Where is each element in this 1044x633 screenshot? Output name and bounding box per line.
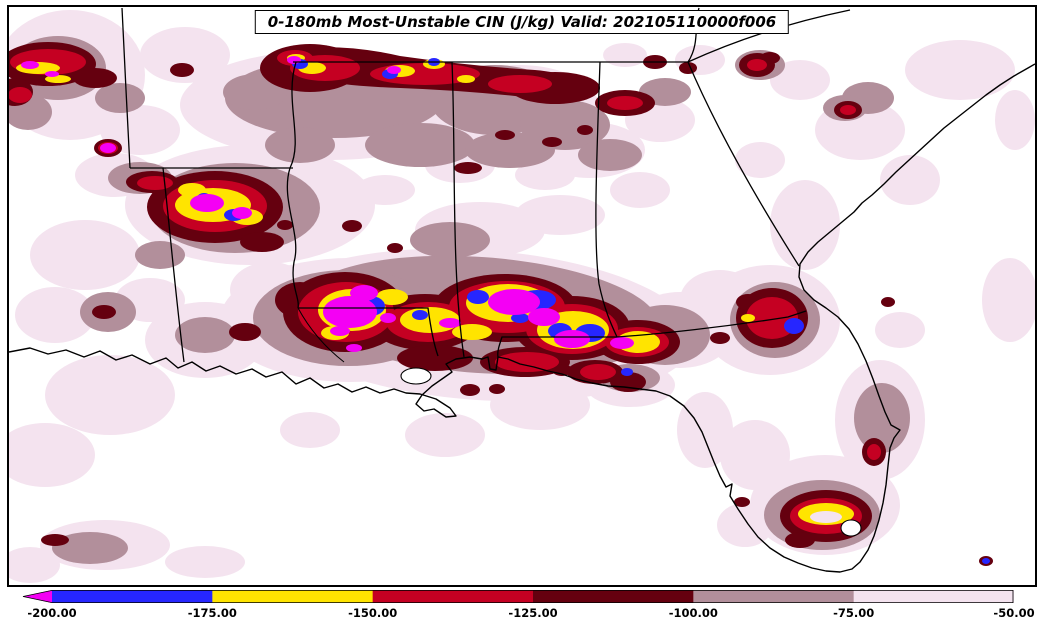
- lake-pontchartrain: [400, 367, 432, 385]
- state-border-georgia-southcarolina: [687, 61, 800, 267]
- colorbar-segment--100to-75: [693, 590, 855, 603]
- colorbar-segment--175to-150: [212, 590, 374, 603]
- gulf-and-atlantic-coastline: [9, 63, 1035, 573]
- state-border-texas-louisiana: [162, 167, 185, 363]
- colorbar-tick-label: -175.00: [187, 606, 237, 620]
- state-border-arkansas-west: [121, 7, 131, 169]
- colorbar-extend-left-arrow: [23, 590, 52, 603]
- colorbar-tick-label: -150.00: [348, 606, 398, 620]
- colorbar-segment--200to-175: [52, 590, 213, 603]
- colorbar-segments: [52, 590, 1014, 603]
- colorbar: [22, 590, 1014, 603]
- map-title-box: 0-180mb Most-Unstable CIN (J/kg) Valid: …: [254, 10, 790, 34]
- cin-map-canvas: [9, 7, 1035, 583]
- state-border-georgia-florida: [616, 310, 807, 338]
- cin-fill-magenta: [21, 56, 634, 352]
- colorbar-outline: [22, 590, 1014, 603]
- colorbar-tick-label: -125.00: [508, 606, 558, 620]
- cin-ring-holes: [810, 511, 842, 523]
- state-border-mississippi-alabama: [451, 61, 465, 358]
- state-border-mississippi-river: [286, 61, 299, 309]
- map-frame: 0-180mb Most-Unstable CIN (J/kg) Valid: …: [7, 5, 1037, 587]
- state-border-louisiana-mississippi-31n: [298, 307, 439, 357]
- colorbar-tick-labels: -200.00 -175.00 -150.00 -125.00 -100.00 -75.0…: [27, 606, 1034, 624]
- colorbar-tick-label: -50.00: [993, 606, 1035, 620]
- lakes: [400, 367, 862, 537]
- colorbar-tick-label: -100.00: [668, 606, 718, 620]
- colorbar-segment--125to-100: [533, 590, 694, 603]
- state-borders: [121, 7, 851, 363]
- state-border-alabama-georgia: [595, 61, 618, 338]
- state-border-alabama-florida: [497, 336, 617, 358]
- lake-okeechobee: [840, 519, 862, 537]
- colorbar-segment--150to-125: [372, 590, 534, 603]
- colorbar-segment--75to-50: [853, 590, 1014, 603]
- colorbar-tick-label: -200.00: [27, 606, 77, 620]
- colorbar-tick-label: -75.00: [833, 606, 875, 620]
- map-title: 0-180mb Most-Unstable CIN (J/kg) Valid: …: [267, 13, 777, 31]
- mississippi-river-lower: [297, 307, 345, 363]
